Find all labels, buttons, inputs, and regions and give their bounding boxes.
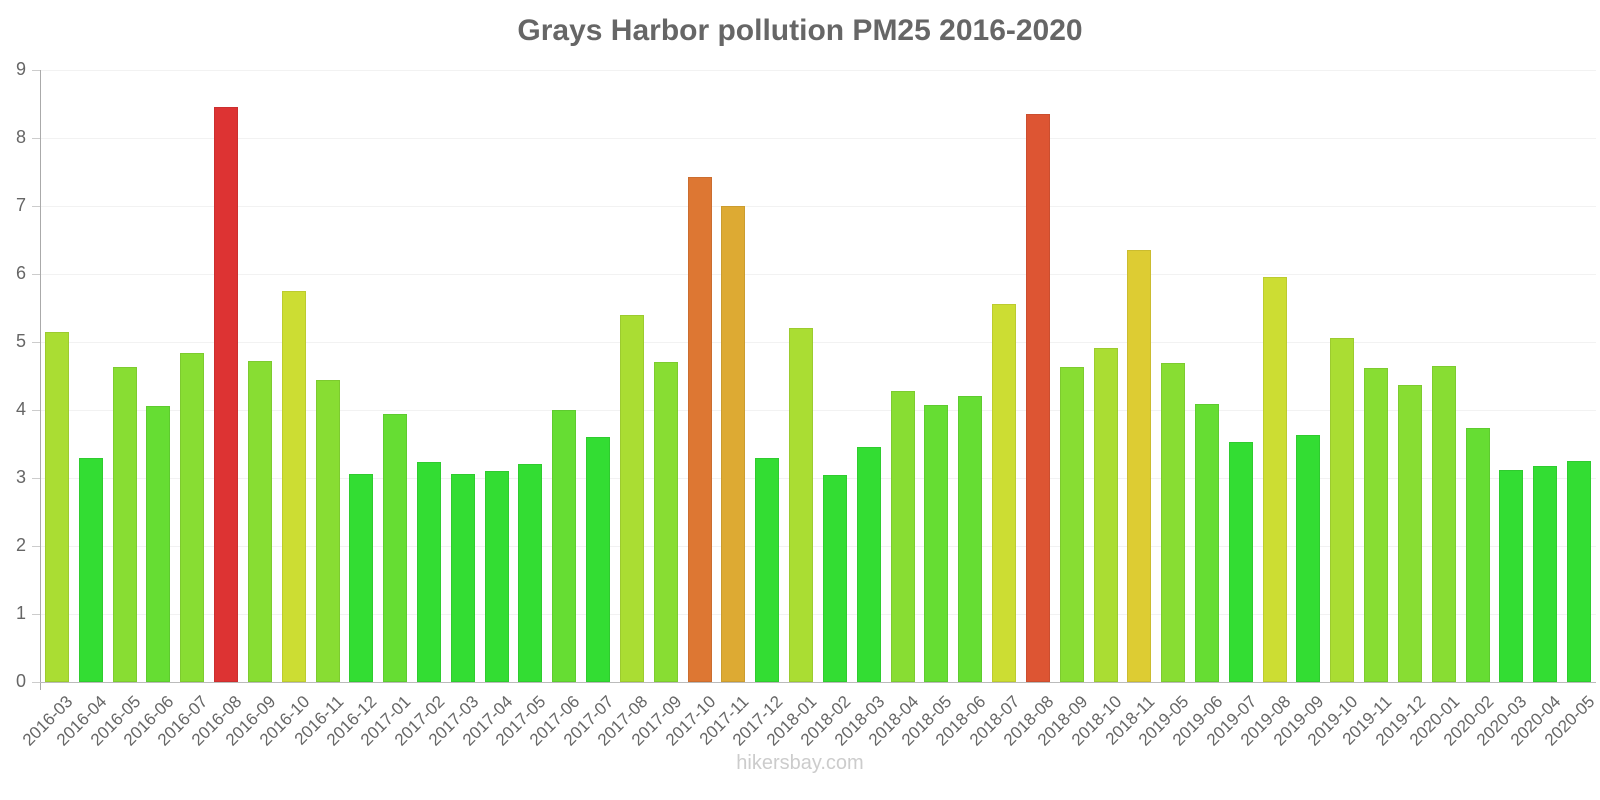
bar-2018-02[interactable] bbox=[822, 475, 847, 682]
bar-2019-07[interactable] bbox=[1228, 441, 1253, 682]
y-tick-label: 8 bbox=[15, 127, 26, 147]
y-tick-label: 7 bbox=[15, 195, 26, 215]
y-tick-mark bbox=[32, 138, 40, 139]
bar-2020-04[interactable] bbox=[1533, 465, 1558, 682]
bar-2019-11[interactable] bbox=[1364, 367, 1389, 682]
bar-2018-01[interactable] bbox=[789, 327, 814, 682]
bar-2018-10[interactable] bbox=[1093, 348, 1118, 682]
bar-2018-11[interactable] bbox=[1127, 250, 1152, 682]
bar-2017-04[interactable] bbox=[484, 471, 509, 682]
gridline bbox=[40, 478, 1596, 479]
y-axis-line bbox=[40, 70, 41, 690]
bar-2018-07[interactable] bbox=[992, 303, 1017, 682]
bar-2018-03[interactable] bbox=[856, 446, 881, 682]
y-tick-mark bbox=[32, 410, 40, 411]
y-tick-mark bbox=[32, 342, 40, 343]
bar-2020-05[interactable] bbox=[1567, 461, 1592, 682]
bar-2017-03[interactable] bbox=[450, 473, 475, 682]
bar-2019-12[interactable] bbox=[1397, 384, 1422, 682]
y-tick-label: 3 bbox=[15, 467, 26, 487]
gridline bbox=[40, 546, 1596, 547]
bar-2019-06[interactable] bbox=[1195, 403, 1219, 682]
bar-2017-07[interactable] bbox=[586, 437, 611, 682]
bar-2016-12[interactable] bbox=[349, 473, 374, 682]
bar-2017-02[interactable] bbox=[417, 461, 441, 682]
y-tick-label: 9 bbox=[15, 59, 26, 79]
bar-2016-06[interactable] bbox=[146, 405, 171, 682]
bar-2019-05[interactable] bbox=[1161, 363, 1186, 682]
y-tick-label: 1 bbox=[15, 603, 26, 623]
bar-2019-10[interactable] bbox=[1330, 337, 1355, 682]
gridline bbox=[40, 206, 1596, 207]
gridline bbox=[40, 410, 1596, 411]
bar-2017-12[interactable] bbox=[755, 458, 780, 682]
bar-2019-08[interactable] bbox=[1262, 276, 1287, 682]
gridline bbox=[40, 274, 1596, 275]
bar-2017-09[interactable] bbox=[653, 361, 678, 682]
bar-2018-08[interactable] bbox=[1025, 114, 1050, 682]
y-tick-mark bbox=[32, 614, 40, 615]
bar-2016-11[interactable] bbox=[315, 380, 340, 682]
bar-2016-09[interactable] bbox=[247, 361, 272, 682]
gridline bbox=[40, 614, 1596, 615]
y-tick-mark bbox=[32, 682, 40, 683]
y-tick-mark bbox=[32, 546, 40, 547]
y-tick-mark bbox=[32, 206, 40, 207]
bar-2016-07[interactable] bbox=[180, 352, 205, 682]
bar-2019-09[interactable] bbox=[1296, 435, 1321, 682]
bar-2016-03[interactable] bbox=[44, 331, 69, 682]
x-axis-line bbox=[40, 682, 1596, 683]
bar-2018-06[interactable] bbox=[958, 395, 983, 682]
chart-title: Grays Harbor pollution PM25 2016-2020 bbox=[517, 14, 1083, 47]
y-tick-mark bbox=[32, 70, 40, 71]
y-tick-label: 5 bbox=[15, 331, 26, 351]
y-tick-label: 6 bbox=[15, 263, 26, 283]
y-tick-label: 0 bbox=[15, 671, 26, 691]
bar-2018-05[interactable] bbox=[924, 405, 949, 682]
bar-2018-09[interactable] bbox=[1059, 367, 1084, 682]
bar-2016-10[interactable] bbox=[281, 291, 306, 682]
bar-2020-01[interactable] bbox=[1431, 365, 1456, 682]
bar-2017-10[interactable] bbox=[687, 177, 712, 682]
bar-2020-03[interactable] bbox=[1499, 469, 1524, 682]
bar-2020-02[interactable] bbox=[1465, 427, 1490, 682]
gridline bbox=[40, 70, 1596, 71]
y-tick-label: 4 bbox=[15, 399, 26, 419]
bar-2017-06[interactable] bbox=[552, 410, 577, 682]
bar-2018-04[interactable] bbox=[890, 390, 915, 682]
y-tick-mark bbox=[32, 274, 40, 275]
gridline bbox=[40, 342, 1596, 343]
bar-2016-08[interactable] bbox=[214, 107, 239, 682]
bar-2017-11[interactable] bbox=[721, 206, 746, 682]
bar-2017-05[interactable] bbox=[518, 464, 543, 682]
bar-2017-08[interactable] bbox=[619, 314, 644, 682]
bar-2016-04[interactable] bbox=[78, 457, 103, 682]
bar-2016-05[interactable] bbox=[112, 367, 137, 682]
gridline bbox=[40, 138, 1596, 139]
watermark[interactable]: hikersbay.com bbox=[736, 752, 864, 774]
y-tick-mark bbox=[32, 478, 40, 479]
bar-2017-01[interactable] bbox=[383, 414, 408, 682]
y-tick-label: 2 bbox=[15, 535, 26, 555]
